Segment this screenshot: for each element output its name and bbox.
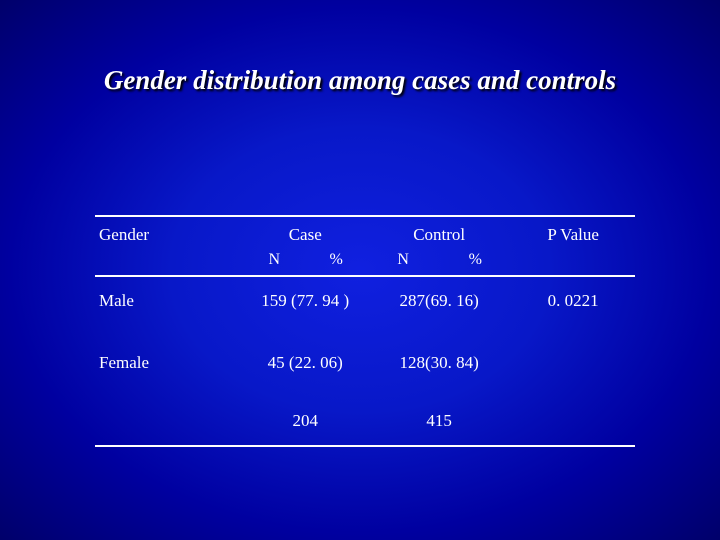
subheader-control-n: N xyxy=(367,251,439,269)
table-subheader-row: N% N% xyxy=(95,251,635,276)
table-header-row: Gender Case Control P Value xyxy=(95,216,635,251)
table-container: Gender Case Control P Value N% N% xyxy=(95,215,635,447)
cell-gender-total xyxy=(95,401,243,446)
header-case: Case xyxy=(243,216,367,251)
cell-control: 287(69. 16) xyxy=(367,276,511,339)
cell-case-total: 204 xyxy=(243,401,367,446)
cell-control: 128(30. 84) xyxy=(367,339,511,401)
subheader-gender-blank xyxy=(95,251,243,276)
cell-case: 159 (77. 94 ) xyxy=(243,276,367,339)
table-total-row: 204 415 xyxy=(95,401,635,446)
subheader-control-pct: % xyxy=(439,251,511,269)
cell-gender: Male xyxy=(95,276,243,339)
slide-title: Gender distribution among cases and cont… xyxy=(0,65,720,96)
subheader-control: N% xyxy=(367,251,511,276)
header-pvalue: P Value xyxy=(511,216,635,251)
cell-pvalue: 0. 0221 xyxy=(511,276,635,339)
cell-gender: Female xyxy=(95,339,243,401)
header-gender: Gender xyxy=(95,216,243,251)
cell-case: 45 (22. 06) xyxy=(243,339,367,401)
header-control: Control xyxy=(367,216,511,251)
gender-distribution-table: Gender Case Control P Value N% N% xyxy=(95,215,635,447)
cell-control-total: 415 xyxy=(367,401,511,446)
cell-pvalue xyxy=(511,339,635,401)
subheader-pvalue-blank xyxy=(511,251,635,276)
table-row: Female 45 (22. 06) 128(30. 84) xyxy=(95,339,635,401)
subheader-case-n: N xyxy=(243,251,305,269)
table-row: Male 159 (77. 94 ) 287(69. 16) 0. 0221 xyxy=(95,276,635,339)
slide: Gender distribution among cases and cont… xyxy=(0,0,720,540)
subheader-case-pct: % xyxy=(305,251,367,269)
subheader-case: N% xyxy=(243,251,367,276)
cell-pvalue-total xyxy=(511,401,635,446)
